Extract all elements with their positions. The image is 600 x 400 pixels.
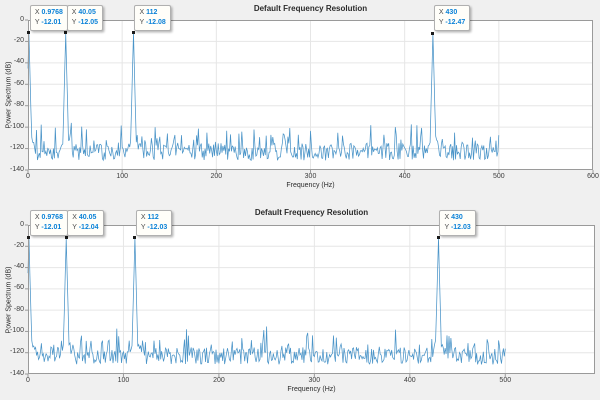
y-tick-label: -80 [13, 305, 24, 313]
y-axis-label: Power Spectrum (dB) [5, 61, 13, 129]
datatip-x-row: X 112 [139, 8, 158, 16]
datatip-marker[interactable] [27, 236, 31, 240]
y-tick-label: -120 [9, 348, 24, 356]
datatip[interactable]: X 40.05 Y -12.05 [66, 4, 104, 31]
axes-border [28, 225, 595, 374]
x-tick-label: 600 [587, 173, 599, 180]
datatip-y-row: Y -12.04 [72, 223, 99, 231]
datatip[interactable]: X 0.9768 Y -12.01 [29, 4, 68, 31]
datatip[interactable]: X 430 Y -12.03 [439, 209, 476, 236]
x-tick-label: 500 [492, 173, 505, 180]
y-tick-label: -120 [9, 144, 24, 152]
plot-title: Default Frequency Resolution [253, 4, 368, 13]
datatip-marker[interactable] [131, 31, 135, 35]
datatip-x-row: X 0.9768 [34, 213, 63, 221]
x-tick-label: 400 [403, 377, 416, 384]
datatip[interactable]: X 112 Y -12.03 [135, 209, 173, 236]
datatip-x-row: X 430 [444, 213, 463, 221]
datatip[interactable]: X 430 Y -12.47 [433, 5, 471, 32]
axes-border [28, 20, 593, 170]
datatip-y-row: Y -12.01 [34, 223, 62, 231]
x-tick-label: 300 [308, 377, 321, 384]
datatip[interactable]: X 40.05 Y -12.04 [67, 209, 104, 236]
axes-area[interactable] [25, 224, 595, 377]
datatip-marker[interactable] [27, 31, 31, 35]
x-axis-label: Frequency (Hz) [287, 386, 336, 393]
y-tick-label: -60 [13, 284, 24, 292]
x-tick-label: 300 [304, 173, 317, 180]
x-axis-label: Frequency (Hz) [286, 182, 335, 189]
y-tick-label: -100 [9, 326, 24, 334]
y-axis-label: Power Spectrum (dB) [5, 266, 13, 334]
y-tick-label: -20 [13, 36, 24, 44]
axes-area[interactable] [25, 19, 594, 173]
datatip-x-row: X 40.05 [72, 213, 97, 221]
datatip-y-row: Y -12.03 [140, 223, 168, 231]
power-spectrum-chart[interactable] [25, 19, 594, 173]
x-tick-label: 400 [398, 173, 411, 180]
x-tick-label: 500 [499, 377, 512, 384]
datatip-y-row: Y -12.01 [34, 18, 62, 26]
y-tick-label: 0 [20, 220, 24, 228]
y-tick-label: -20 [13, 241, 24, 249]
datatip-marker[interactable] [133, 236, 137, 240]
datatip-y-row: Y -12.05 [71, 18, 99, 26]
datatip-marker[interactable] [64, 236, 68, 240]
datatip-y-row: Y -12.03 [444, 223, 471, 231]
x-tick-label: 0 [26, 173, 30, 180]
datatip-x-row: X 40.05 [71, 8, 96, 16]
power-spectrum-chart[interactable] [25, 224, 595, 377]
datatip-x-row: X 112 [140, 213, 159, 221]
datatip-y-row: Y -12.08 [139, 18, 166, 26]
datatip-y-row: Y -12.47 [438, 19, 466, 27]
y-tick-label: -80 [13, 101, 24, 109]
subplot-bottom: Default Frequency Resolution Power Spect… [0, 200, 600, 400]
x-tick-label: 200 [213, 377, 225, 384]
power-spectrum-line[interactable] [27, 32, 500, 162]
datatip-marker[interactable] [436, 236, 440, 240]
y-tick-label: -140 [9, 369, 24, 377]
datatip[interactable]: X 112 Y -12.08 [134, 4, 171, 31]
datatip-x-row: X 430 [438, 9, 458, 17]
x-tick-label: 100 [116, 173, 128, 180]
datatip-marker[interactable] [431, 31, 435, 35]
x-tick-label: 0 [26, 377, 30, 384]
y-tick-label: -60 [13, 79, 24, 87]
datatip-x-row: X 0.9768 [34, 8, 63, 16]
plot-title: Default Frequency Resolution [254, 208, 369, 217]
subplot-top: Default Frequency Resolution Power Spect… [5, 4, 599, 189]
y-tick-label: -40 [13, 58, 24, 66]
datatip[interactable]: X 0.9768 Y -12.01 [29, 209, 68, 236]
power-spectrum-line[interactable] [27, 237, 506, 365]
y-tick-label: 0 [20, 15, 24, 23]
y-tick-label: -100 [9, 122, 24, 130]
x-tick-label: 200 [210, 173, 223, 180]
y-tick-label: -140 [9, 165, 24, 173]
datatip-marker[interactable] [64, 31, 68, 35]
x-tick-label: 100 [117, 377, 130, 384]
y-tick-label: -40 [13, 263, 24, 271]
